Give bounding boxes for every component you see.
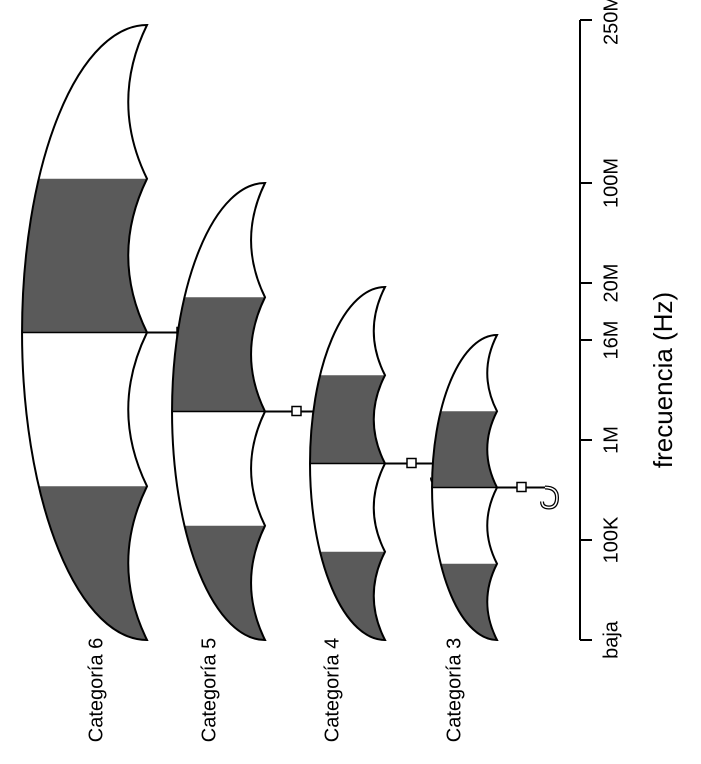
tick-label: 16M xyxy=(600,321,622,360)
tick-label: baja xyxy=(600,620,622,659)
category-label: Categoría 3 xyxy=(443,638,465,743)
axis-title: frecuencia (Hz) xyxy=(648,292,678,468)
canopy-dark xyxy=(172,525,265,640)
canopy-dark xyxy=(172,297,265,412)
canopy-dark xyxy=(22,178,148,333)
tick-label: 20M xyxy=(600,264,622,303)
canopy-dark xyxy=(432,411,497,488)
ferrule xyxy=(291,405,302,417)
category-label: Categoría 6 xyxy=(85,638,107,743)
canopy-outline xyxy=(309,285,387,642)
canopy-outline xyxy=(171,181,267,642)
tick-label: 100M xyxy=(600,158,622,208)
canopy-dark xyxy=(310,551,385,640)
umbrella xyxy=(310,287,385,640)
canopy-dark xyxy=(22,486,148,640)
canopy-outline xyxy=(431,333,499,642)
umbrella xyxy=(172,183,265,640)
handle-inner xyxy=(541,486,558,509)
category-label: Categoría 4 xyxy=(321,638,343,743)
canopy-dark xyxy=(310,375,385,464)
ferrule xyxy=(516,481,527,493)
ferrule xyxy=(406,457,417,469)
category-label: Categoría 5 xyxy=(198,638,220,743)
tick-label: 100K xyxy=(600,516,622,563)
canopy-outline xyxy=(21,23,149,642)
canopy-dark xyxy=(432,563,497,640)
umbrella xyxy=(22,25,148,640)
umbrella xyxy=(432,335,497,640)
tick-label: 1M xyxy=(600,426,622,454)
tick-label: 250M xyxy=(600,0,622,45)
